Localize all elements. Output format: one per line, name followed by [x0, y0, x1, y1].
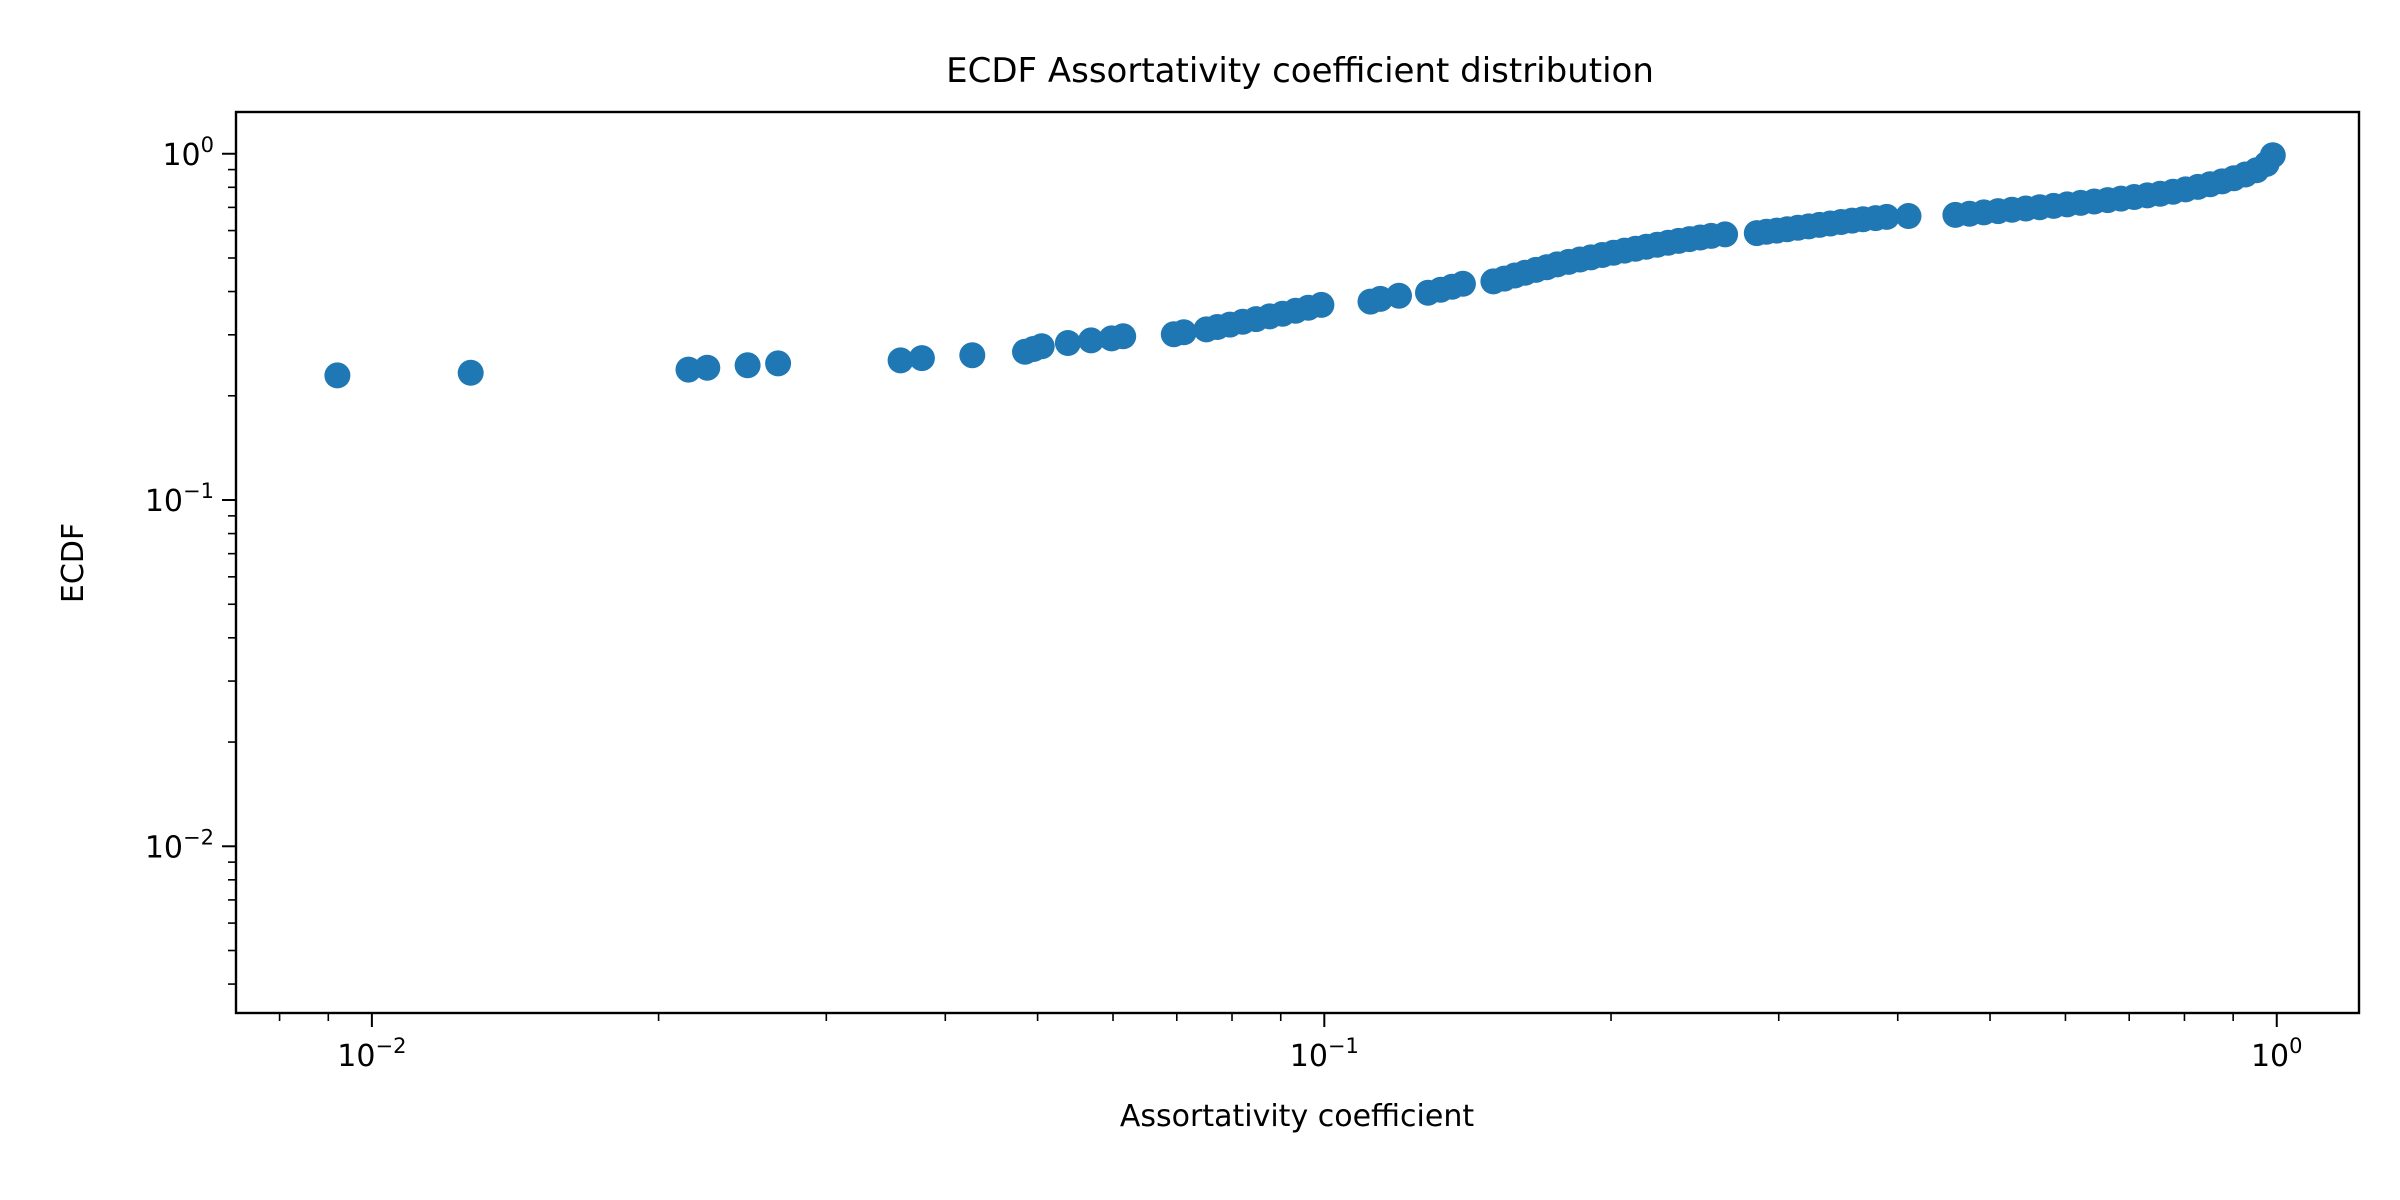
x-axis-label: Assortativity coefficient	[1120, 1099, 1474, 1134]
data-point	[959, 342, 986, 369]
data-point	[1110, 323, 1137, 350]
y-tick-label: 100	[162, 133, 214, 173]
x-tick-label: 100	[2251, 1034, 2303, 1074]
chart-title: ECDF Assortativity coefficient distribut…	[946, 51, 1654, 91]
data-point	[457, 359, 484, 386]
data-point	[1054, 330, 1081, 356]
data-point	[1895, 203, 1922, 229]
data-point	[1028, 333, 1055, 360]
y-tick-label: 10−1	[145, 479, 214, 519]
data-point	[1873, 203, 1900, 230]
data-point	[765, 350, 792, 377]
data-point	[887, 347, 914, 374]
y-tick-label: 10−2	[145, 825, 214, 865]
data-point	[908, 345, 935, 372]
data-point	[734, 352, 761, 379]
data-point	[1078, 327, 1105, 354]
plot-area	[324, 142, 2286, 389]
data-point	[1712, 221, 1739, 248]
data-point	[1308, 291, 1335, 318]
x-tick-label: 10−2	[337, 1034, 406, 1074]
data-point	[675, 356, 702, 383]
data-point	[1449, 270, 1476, 297]
axes-frame	[234, 110, 2361, 1015]
data-point	[324, 362, 351, 389]
data-point	[1170, 319, 1197, 346]
x-tick-label: 10−1	[1290, 1034, 1359, 1074]
data-point	[1386, 282, 1412, 309]
data-point	[2259, 142, 2286, 169]
y-axis-label: ECDF	[56, 523, 91, 603]
data-point	[694, 354, 721, 381]
